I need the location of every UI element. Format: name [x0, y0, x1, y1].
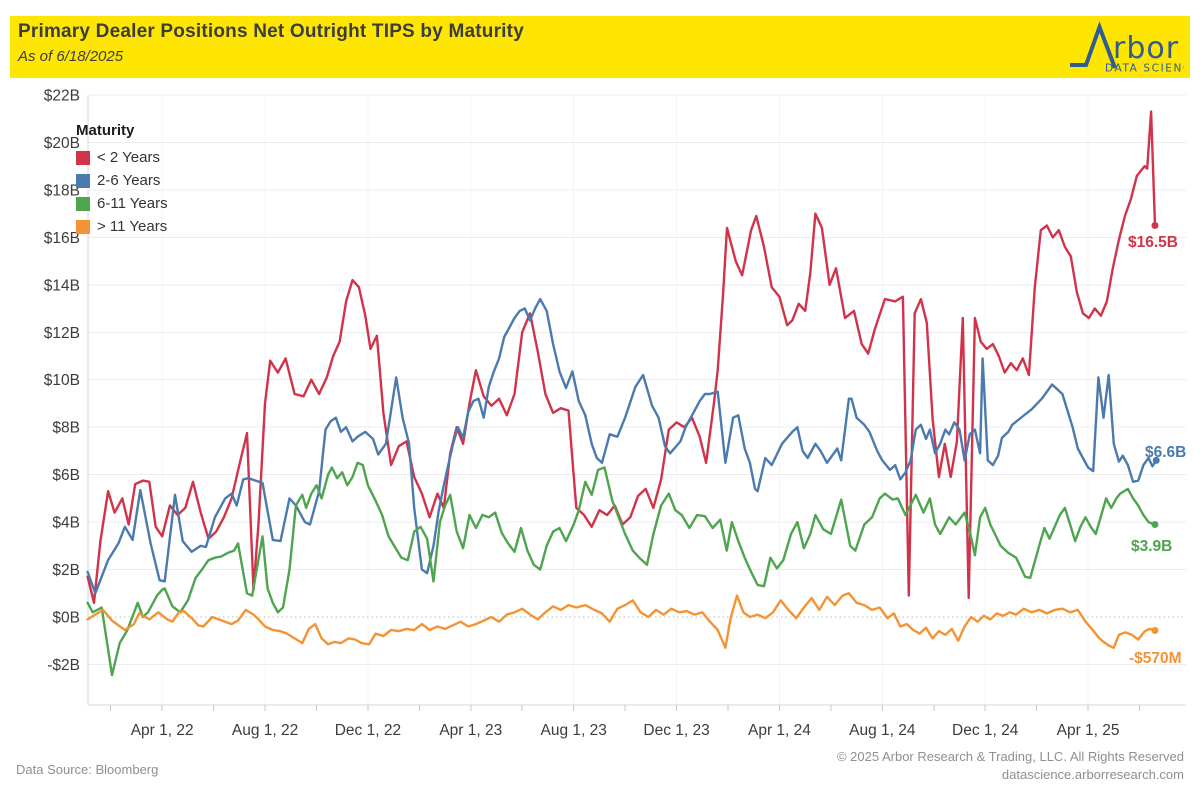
legend-title: Maturity — [76, 122, 135, 139]
series-line-2-6-years — [86, 297, 1158, 595]
logo-tagline-text: DATA SCIENCE — [1105, 63, 1184, 75]
x-axis-label: Apr 1, 23 — [439, 722, 502, 739]
series-end-dot-gt-11-years — [1151, 627, 1159, 635]
y-axis-label: $16B — [44, 230, 80, 247]
website-link[interactable]: datascience.arborresearch.com — [1001, 767, 1184, 782]
legend-item-2-6-years[interactable]: 2-6 Years — [76, 169, 168, 192]
legend-item-lt-2-years[interactable]: < 2 Years — [76, 146, 168, 169]
x-axis-label: Apr 1, 22 — [131, 722, 194, 739]
x-axis-label: Apr 1, 25 — [1057, 722, 1120, 739]
as-of-date: As of 6/18/2025 — [18, 48, 124, 65]
y-axis-label: $22B — [44, 88, 80, 105]
legend-items: < 2 Years 2-6 Years 6-11 Years > 11 Years — [76, 146, 168, 238]
legend-swatch-icon — [76, 219, 90, 234]
legend: Maturity < 2 Years 2-6 Years 6-11 Years > 1… — [76, 122, 168, 238]
y-axis-label: $6B — [52, 467, 80, 484]
legend-item-label: 2-6 Years — [97, 172, 161, 189]
y-axis-label: $0B — [52, 610, 80, 627]
y-axis-label: $12B — [44, 325, 80, 342]
y-axis-label: $2B — [52, 562, 80, 579]
series-end-dot-2-6-years — [1152, 456, 1160, 464]
x-axis-label: Apr 1, 24 — [748, 722, 811, 739]
legend-item-label: > 11 Years — [97, 218, 168, 235]
y-axis-label: $8B — [52, 420, 80, 437]
footer-credits: © 2025 Arbor Research & Trading, LLC. Al… — [837, 748, 1184, 784]
copyright-text: © 2025 Arbor Research & Trading, LLC. Al… — [836, 749, 1184, 764]
series-end-dot-6-11-years — [1151, 520, 1159, 528]
series-end-label-2-6-years: $6.6B — [1145, 444, 1186, 461]
legend-swatch-icon — [76, 173, 90, 188]
y-axis-label: $20B — [44, 135, 80, 152]
series-line-6-11-years — [86, 461, 1157, 677]
series-end-label-6-11-years: $3.9B — [1131, 538, 1172, 555]
series-end-dot-lt-2-years — [1151, 222, 1159, 230]
series-line-gt-11-years — [86, 592, 1157, 649]
legend-item-label: < 2 Years — [97, 149, 160, 166]
series-line-lt-2-years — [86, 110, 1157, 604]
page-title: Primary Dealer Positions Net Outright TI… — [18, 21, 524, 42]
y-axis-label: $10B — [44, 372, 80, 389]
legend-item-label: 6-11 Years — [97, 195, 168, 212]
legend-item-6-11-years[interactable]: 6-11 Years — [76, 192, 168, 215]
legend-swatch-icon — [76, 150, 90, 165]
x-axis-label: Aug 1, 22 — [232, 722, 298, 739]
data-source-note: Data Source: Bloomberg — [16, 762, 159, 777]
y-axis-label: $4B — [52, 515, 80, 532]
header-banner: Primary Dealer Positions Net Outright TI… — [10, 16, 1190, 78]
arbor-logo-icon: rbor DATA SCIENCE — [1070, 21, 1184, 75]
x-axis-label: Dec 1, 23 — [643, 722, 709, 739]
series-end-label-lt-2-years: $16.5B — [1128, 234, 1178, 251]
legend-item-gt-11-years[interactable]: > 11 Years — [76, 215, 168, 238]
y-axis-label: $18B — [44, 182, 80, 199]
x-axis-label: Dec 1, 22 — [335, 722, 401, 739]
logo-brand-text: rbor — [1113, 31, 1179, 66]
series-end-label-gt-11-years: -$570M — [1129, 650, 1182, 667]
x-axis-label: Aug 1, 23 — [541, 722, 607, 739]
y-axis-label: -$2B — [47, 657, 80, 674]
x-axis-label: Dec 1, 24 — [952, 722, 1019, 739]
x-axis-label: Aug 1, 24 — [849, 722, 916, 739]
logo-mountain-icon — [1070, 21, 1117, 69]
y-axis-label: $14B — [44, 277, 80, 294]
legend-swatch-icon — [76, 196, 90, 211]
